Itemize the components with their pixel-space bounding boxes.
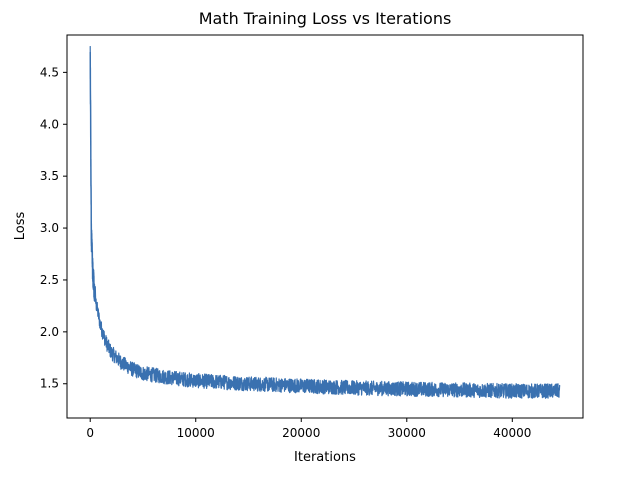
y-axis-ticks: 1.5 2.0 2.5 3.0 3.5 4.0 4.5: [40, 65, 67, 391]
x-tick-label: 10000: [177, 426, 215, 440]
plot-area: [89, 46, 561, 399]
y-axis-label: Loss: [13, 212, 28, 241]
loss-series-line: [89, 46, 561, 399]
chart-title: Math Training Loss vs Iterations: [199, 9, 452, 28]
x-tick-label: 40000: [493, 426, 531, 440]
axes-frame: [66, 34, 584, 419]
y-tick-label: 3.0: [40, 221, 59, 235]
x-axis-ticks: 0 10000 20000 30000 40000: [86, 418, 531, 440]
y-tick-label: 2.5: [40, 273, 59, 287]
y-tick-label: 4.0: [40, 117, 59, 131]
x-tick-label: 0: [86, 426, 94, 440]
y-tick-label: 1.5: [40, 377, 59, 391]
y-tick-label: 2.0: [40, 325, 59, 339]
x-tick-label: 30000: [388, 426, 426, 440]
y-tick-label: 4.5: [40, 65, 59, 79]
x-tick-label: 20000: [282, 426, 320, 440]
x-axis-label: Iterations: [294, 450, 356, 465]
y-tick-label: 3.5: [40, 169, 59, 183]
